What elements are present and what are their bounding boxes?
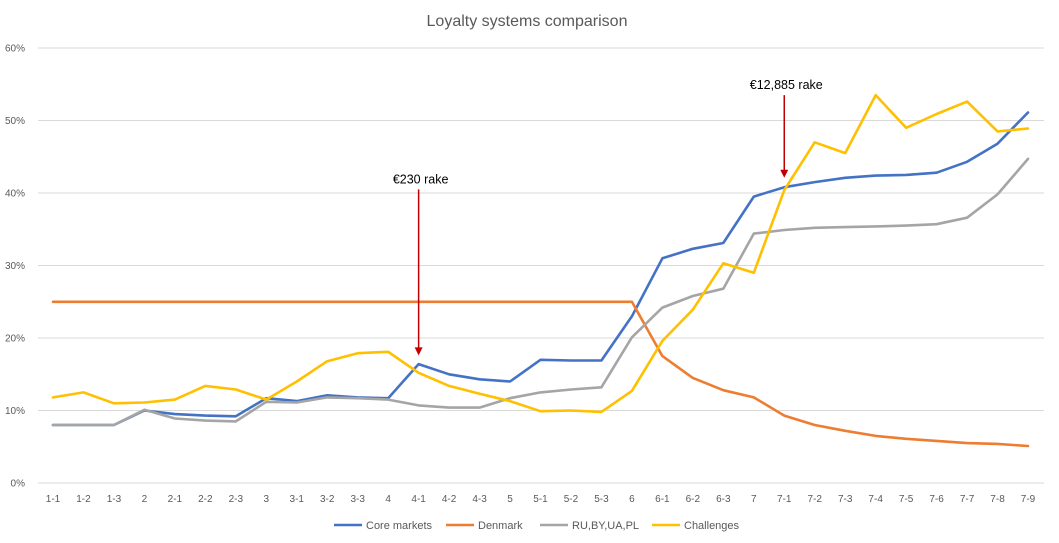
x-tick-label: 7-3	[838, 494, 853, 505]
x-tick-label: 7-5	[899, 494, 914, 505]
x-tick-label: 7-9	[1021, 494, 1036, 505]
y-tick-label: 0%	[11, 479, 26, 490]
x-tick-label: 5-1	[533, 494, 548, 505]
x-tick-label: 1-3	[107, 494, 122, 505]
annotation-label: €230 rake	[393, 172, 449, 186]
series-line-core-markets	[51, 111, 1030, 427]
x-tick-label: 4-3	[472, 494, 487, 505]
annotation-arrow-head	[414, 347, 423, 356]
x-tick-label: 7	[751, 494, 757, 505]
x-axis-ticks: 1-1 1-2 1-3 2 2-1 2-2 2-3 3 3-1 3-2 3-3 4 4-1 4-2 4-3 5…	[46, 494, 1036, 505]
x-tick-label: 1-2	[76, 494, 91, 505]
x-tick-label: 7-4	[868, 494, 883, 505]
y-tick-label: 40%	[5, 189, 25, 200]
x-tick-label: 4-2	[442, 494, 457, 505]
x-tick-label: 5	[507, 494, 513, 505]
legend-label: Denmark	[478, 520, 523, 532]
y-tick-label: 30%	[5, 261, 25, 272]
x-tick-label: 2-3	[229, 494, 244, 505]
x-tick-label: 2	[142, 494, 148, 505]
annotation-label: €12,885 rake	[750, 78, 823, 92]
x-tick-label: 6	[629, 494, 635, 505]
y-tick-label: 10%	[5, 406, 25, 417]
x-tick-label: 6-2	[686, 494, 701, 505]
legend: Core markets Denmark RU,BY,UA,PL Challenges	[334, 520, 740, 532]
x-tick-label: 7-8	[990, 494, 1005, 505]
x-tick-label: 7-6	[929, 494, 944, 505]
x-tick-label: 3	[264, 494, 270, 505]
x-tick-label: 3-3	[350, 494, 365, 505]
x-tick-label: 6-3	[716, 494, 731, 505]
x-tick-label: 1-1	[46, 494, 61, 505]
series-line-denmark	[51, 300, 1030, 448]
series-line-ru-by-ua-pl	[51, 157, 1030, 427]
x-tick-label: 2-1	[168, 494, 183, 505]
x-tick-label: 5-3	[594, 494, 609, 505]
annotation-arrow-head	[780, 169, 789, 178]
y-tick-label: 60%	[5, 44, 25, 55]
y-tick-label: 20%	[5, 334, 25, 345]
series-line-challenges	[51, 93, 1030, 414]
x-tick-label: 4-1	[411, 494, 426, 505]
x-tick-label: 3-2	[320, 494, 335, 505]
y-tick-label: 50%	[5, 116, 25, 127]
legend-label: RU,BY,UA,PL	[572, 520, 639, 532]
y-axis-ticks: 0% 10% 20% 30% 40% 50% 60%	[5, 44, 25, 490]
legend-label: Challenges	[684, 520, 740, 532]
series-lines	[51, 93, 1030, 448]
x-tick-label: 7-2	[807, 494, 822, 505]
chart-title: Loyalty systems comparison	[427, 13, 628, 30]
annotations: €230 rake €12,885 rake	[393, 78, 823, 356]
x-tick-label: 4	[385, 494, 391, 505]
x-tick-label: 3-1	[290, 494, 305, 505]
legend-label: Core markets	[366, 520, 433, 532]
x-tick-label: 7-1	[777, 494, 792, 505]
x-tick-label: 2-2	[198, 494, 213, 505]
x-tick-label: 7-7	[960, 494, 975, 505]
x-tick-label: 5-2	[564, 494, 579, 505]
x-tick-label: 6-1	[655, 494, 670, 505]
gridlines	[38, 47, 1044, 484]
